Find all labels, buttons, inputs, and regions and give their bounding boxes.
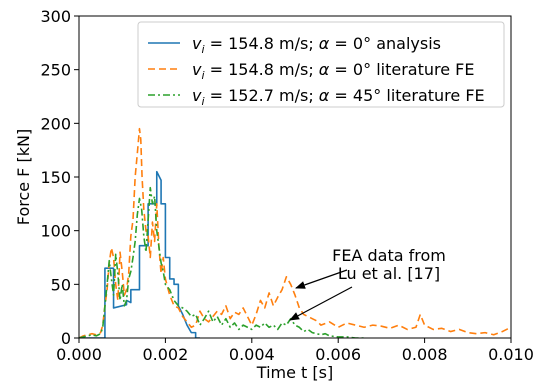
x-tick-label: 0.002 <box>142 345 188 364</box>
legend-label: vi = 154.8 m/s; α = 0° analysis <box>192 34 441 56</box>
series-layer <box>79 127 511 338</box>
y-tick-label: 250 <box>40 61 71 80</box>
legend-entries: vi = 154.8 m/s; α = 0° analysis vi = 154.… <box>148 34 485 108</box>
y-tick-label: 0 <box>61 329 71 348</box>
legend-label: vi = 154.8 m/s; α = 0° literature FE <box>192 60 474 82</box>
annotation: FEA data from Lu et al. [17] <box>289 246 446 321</box>
legend: vi = 154.8 m/s; α = 0° analysis vi = 154.… <box>137 21 505 108</box>
y-axis-ticks: 0 50 100 150 200 250 300 <box>40 7 79 348</box>
legend-entry-1: vi = 154.8 m/s; α = 0° analysis <box>148 34 441 56</box>
annotation-arrow-1 <box>295 269 348 289</box>
legend-entry-2: vi = 154.8 m/s; α = 0° literature FE <box>148 60 474 82</box>
x-axis-ticks: 0.000 0.002 0.004 0.006 0.008 0.010 <box>56 338 534 364</box>
annotation-line-2: Lu et al. [17] <box>338 264 440 283</box>
y-tick-label: 50 <box>51 275 71 294</box>
y-tick-label: 100 <box>40 222 71 241</box>
annotation-arrow-2 <box>289 286 353 321</box>
x-tick-label: 0.008 <box>402 345 448 364</box>
annotation-line-1: FEA data from <box>332 246 446 265</box>
y-axis-label: Force F [kN] <box>14 129 33 225</box>
y-tick-label: 200 <box>40 114 71 133</box>
series-line-2 <box>79 127 511 338</box>
legend-entry-3: vi = 152.7 m/s; α = 45° literature FE <box>148 86 485 108</box>
x-tick-label: 0.000 <box>56 345 102 364</box>
legend-label: vi = 152.7 m/s; α = 45° literature FE <box>192 86 485 108</box>
x-tick-label: 0.004 <box>229 345 275 364</box>
x-tick-label: 0.010 <box>488 345 534 364</box>
legend-box <box>137 21 505 108</box>
x-tick-label: 0.006 <box>315 345 361 364</box>
x-axis-label: Time t [s] <box>256 363 333 382</box>
y-tick-label: 150 <box>40 168 71 187</box>
series-line-1 <box>79 170 200 338</box>
y-tick-label: 300 <box>40 7 71 26</box>
